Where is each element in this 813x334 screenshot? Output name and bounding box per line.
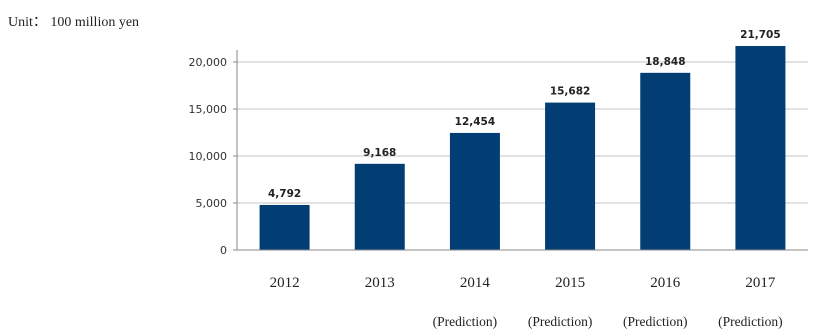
bar-series <box>259 45 786 251</box>
unit-label: Unit： 100 million yen <box>8 15 139 30</box>
bar-2015 <box>545 102 596 250</box>
data-label-2015: 15,682 <box>550 86 591 98</box>
bar-2014 <box>449 132 500 250</box>
data-label-2013: 9,168 <box>363 147 396 159</box>
y-tick-label: 5,000 <box>196 197 228 210</box>
x-tick-label-2016: 2016 <box>650 275 681 291</box>
x-tick-label-2017: 2017 <box>745 275 776 291</box>
y-tick-label: 10,000 <box>189 150 228 163</box>
y-tick-label: 20,000 <box>189 56 228 69</box>
grid-lines <box>237 61 808 204</box>
x-tick-label-2014: 2014 <box>460 275 491 291</box>
x-tick-label-2015: 2015 <box>555 275 585 291</box>
bar-2017 <box>735 45 786 251</box>
prediction-note-2017: (Prediction) <box>718 314 782 329</box>
bar-2012 <box>259 204 310 250</box>
y-tick-label: 15,000 <box>189 103 228 116</box>
tick-labels: 0 5,000 10,000 15,000 20,000 4,792 2012 9,168 20… <box>189 29 783 329</box>
prediction-note-2014: (Prediction) <box>433 314 497 329</box>
data-label-2017: 21,705 <box>740 29 781 41</box>
axes <box>233 50 808 251</box>
bar-2013 <box>354 163 405 250</box>
x-tick-label-2012: 2012 <box>270 275 300 291</box>
bar-2016 <box>640 72 691 250</box>
data-label-2014: 12,454 <box>455 116 496 128</box>
prediction-note-2015: (Prediction) <box>528 314 592 329</box>
data-label-2016: 18,848 <box>645 56 686 68</box>
x-tick-label-2013: 2013 <box>365 275 395 291</box>
prediction-note-2016: (Prediction) <box>623 314 687 329</box>
data-label-2012: 4,792 <box>268 188 301 200</box>
y-tick-label: 0 <box>220 244 227 257</box>
